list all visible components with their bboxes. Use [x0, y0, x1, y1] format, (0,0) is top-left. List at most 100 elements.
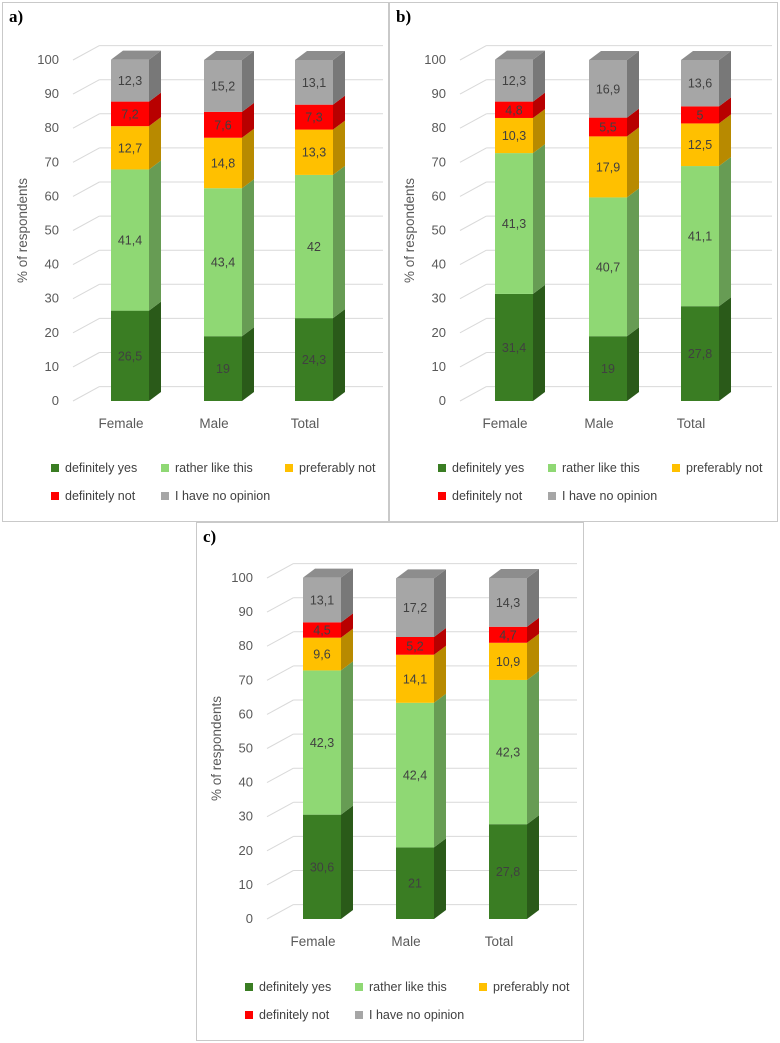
data-label: 5 [697, 108, 704, 122]
legend-swatch [245, 983, 253, 991]
legend-swatch [51, 492, 59, 500]
bar-segment-preferably-not [589, 127, 639, 198]
data-label: 9,6 [313, 648, 330, 662]
bar-segment-no-opinion [204, 51, 254, 112]
bar-segment-definitely-yes [489, 815, 539, 919]
bar-segment-definitely-not [589, 108, 639, 137]
legend-swatch [548, 492, 556, 500]
legend-item-definitely-not: definitely not [245, 1008, 329, 1022]
y-axis-label: % of respondents [15, 178, 30, 283]
y-tick-label: 30 [239, 809, 253, 824]
bar-segment-definitely-not [204, 102, 254, 138]
gridline [459, 45, 772, 61]
data-label: 41,1 [688, 230, 712, 244]
bar-segment-rather-like-this [303, 661, 353, 815]
data-label: 17,9 [596, 160, 620, 174]
data-label: 13,1 [302, 76, 326, 90]
bar-segment-no-opinion [681, 51, 731, 107]
data-label: 10,3 [502, 129, 526, 143]
y-tick-label: 0 [439, 393, 446, 408]
legend-label: preferably not [686, 461, 763, 475]
data-label: 19 [601, 362, 615, 376]
chart-panel-b: b) 0 10 20 30 40 50 60 70 80 90 100 % of respondent… [389, 2, 778, 522]
chart-panel-c: c) 0 10 20 30 40 50 60 70 80 90 100 % of respondent… [196, 522, 584, 1041]
legend-swatch [161, 464, 169, 472]
bar-segment-definitely-yes [681, 297, 731, 401]
bar-segment-rather-like-this [111, 160, 161, 311]
bar-segment-definitely-not [295, 95, 345, 130]
legend-label: rather like this [562, 461, 640, 475]
y-tick-label: 30 [432, 291, 446, 306]
legend-item-no-opinion: I have no opinion [161, 489, 270, 503]
bar-segment-no-opinion [295, 51, 345, 105]
panel-label-b: b) [396, 7, 412, 26]
data-label: 21 [408, 877, 422, 891]
legend-swatch [479, 983, 487, 991]
legend-swatch [438, 492, 446, 500]
y-tick-label: 10 [239, 877, 253, 892]
bar-segment-rather-like-this [681, 157, 731, 307]
legend-label: definitely not [65, 489, 136, 503]
data-label: 31,4 [502, 341, 526, 355]
legend-label: I have no opinion [369, 1008, 465, 1022]
bar-segment-preferably-not [681, 114, 731, 167]
bar-segment-preferably-not [204, 128, 254, 189]
y-axis-label: % of respondents [402, 178, 417, 283]
bar-segment-definitely-not [396, 627, 446, 655]
legend-label: preferably not [299, 461, 376, 475]
legend-label: definitely yes [65, 461, 138, 475]
bar-segment-preferably-not [295, 120, 345, 175]
legend-item-preferably-not: preferably not [672, 461, 762, 475]
y-tick-label: 80 [432, 120, 446, 135]
legend-label: rather like this [175, 461, 253, 475]
legend-item-definitely-yes: definitely yes [51, 461, 137, 475]
data-label: 14,8 [211, 156, 235, 170]
legend-item-rather-like-this: rather like this [161, 461, 253, 475]
bar-segment-preferably-not [489, 633, 539, 680]
bar-segment-no-opinion [495, 50, 545, 102]
legend-swatch [672, 464, 680, 472]
bar-segment-definitely-yes [495, 284, 545, 401]
y-tick-label: 90 [239, 604, 253, 619]
bar-segment-definitely-yes [204, 327, 254, 401]
bar-segment-rather-like-this [495, 144, 545, 294]
x-category-label: Male [391, 934, 420, 949]
bar-segment-rather-like-this [396, 693, 446, 848]
data-label: 4,5 [313, 624, 330, 638]
bar-segment-definitely-yes [295, 309, 345, 401]
data-label: 42,3 [310, 736, 334, 750]
y-tick-label: 40 [432, 257, 446, 272]
bar-segment-rather-like-this [295, 165, 345, 319]
data-label: 4,8 [505, 103, 522, 117]
x-category-label: Female [290, 934, 335, 949]
legend-label: definitely not [452, 489, 523, 503]
data-label: 12,7 [118, 141, 142, 155]
bar-segment-definitely-not [495, 92, 545, 118]
chart-a: 0 10 20 30 40 50 60 70 80 90 100 % of respondents 26… [15, 45, 383, 431]
y-tick-label: 50 [45, 223, 59, 238]
gridline [72, 45, 383, 61]
data-label: 16,9 [596, 82, 620, 96]
bar-segment-definitely-not [489, 617, 539, 643]
data-label: 26,5 [118, 349, 142, 363]
bar-segment-preferably-not [111, 117, 161, 170]
data-label: 41,3 [502, 217, 526, 231]
y-tick-label: 100 [424, 52, 446, 67]
legend-swatch [245, 1011, 253, 1019]
y-tick-label: 90 [45, 86, 59, 101]
y-tick-label: 70 [239, 672, 253, 687]
y-tick-label: 10 [45, 359, 59, 374]
data-label: 13,6 [688, 77, 712, 91]
legend-item-preferably-not: preferably not [285, 461, 375, 475]
data-label: 13,3 [302, 146, 326, 160]
data-label: 42 [307, 240, 321, 254]
y-tick-label: 10 [432, 359, 446, 374]
data-label: 42,4 [403, 769, 427, 783]
y-tick-label: 100 [231, 570, 253, 585]
y-tick-label: 0 [246, 911, 253, 926]
data-label: 27,8 [688, 347, 712, 361]
x-category-label: Total [485, 934, 514, 949]
bar-segment-definitely-yes [111, 301, 161, 401]
data-label: 14,3 [496, 596, 520, 610]
data-label: 12,5 [688, 138, 712, 152]
